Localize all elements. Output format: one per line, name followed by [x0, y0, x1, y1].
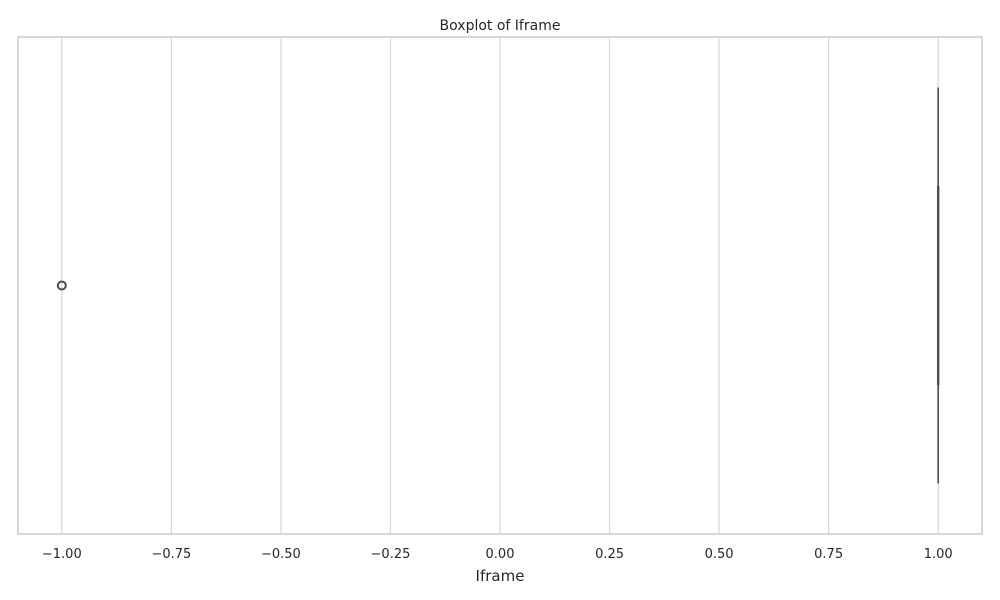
- x-axis-label: Iframe: [476, 567, 525, 585]
- outlier-point: [56, 280, 67, 291]
- x-tick-label: −0.75: [151, 547, 191, 562]
- chart-title: Boxplot of Iframe: [440, 18, 561, 34]
- grid-layer: [61, 37, 939, 534]
- x-tick-label: −1.00: [42, 547, 82, 562]
- x-tick-label: −0.50: [261, 547, 301, 562]
- x-tick-label: 0.25: [595, 547, 624, 562]
- tick-layer: −1.00 −0.75 −0.50 −0.25 0.00 0.25 0.50 0.75 1.00: [42, 547, 953, 562]
- x-tick-label: 0.00: [486, 547, 515, 562]
- x-tick-label: 0.75: [814, 547, 843, 562]
- x-tick-label: −0.25: [371, 547, 411, 562]
- x-tick-label: 0.50: [705, 547, 734, 562]
- plot-frame: [17, 36, 983, 535]
- box-layer: [56, 87, 940, 484]
- x-tick-label: 1.00: [924, 547, 953, 562]
